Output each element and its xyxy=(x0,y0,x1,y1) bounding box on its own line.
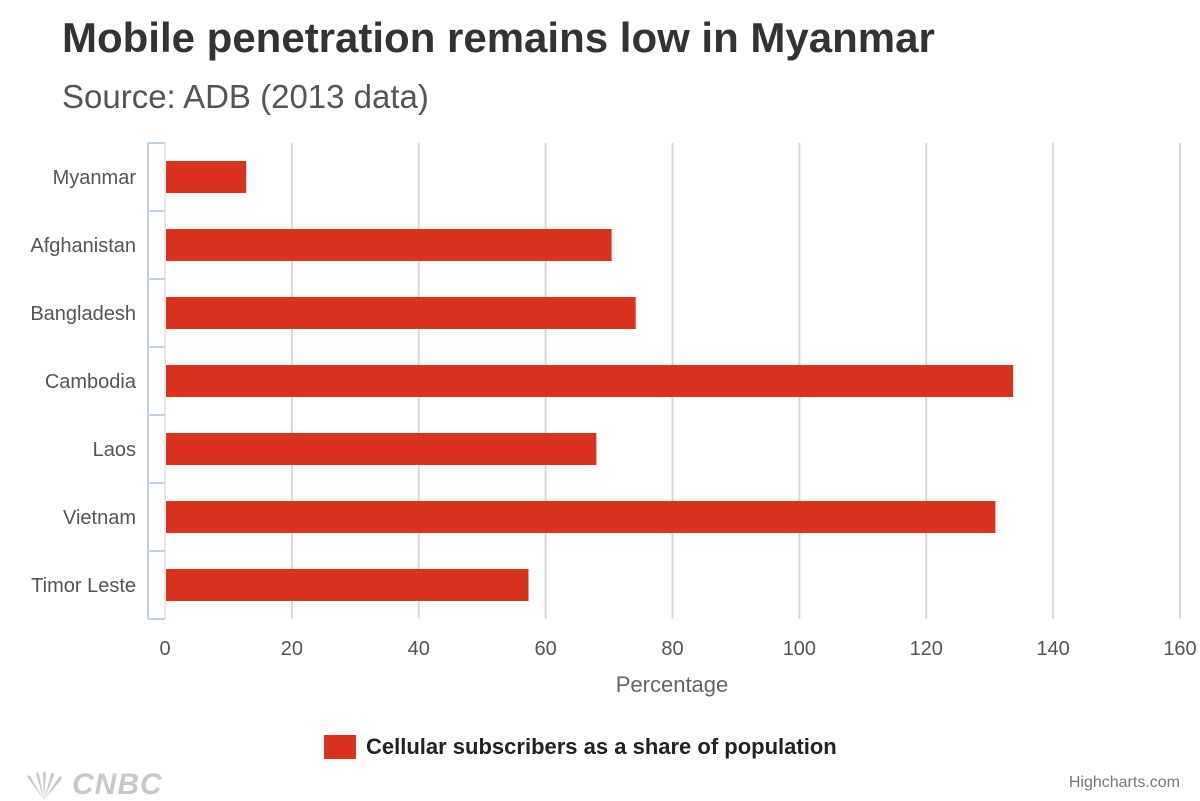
x-tick-label: 160 xyxy=(1163,638,1196,660)
category-axis: Myanmar Afghanistan Bangladesh Cambodia Laos… xyxy=(30,142,166,620)
chart-title: Mobile penetration remains low in Myanma… xyxy=(62,14,935,61)
bar-afghanistan[interactable] xyxy=(166,229,612,261)
x-tick-label: 0 xyxy=(159,638,170,660)
bar-vietnam[interactable] xyxy=(166,501,996,533)
category-label: Cambodia xyxy=(45,371,137,393)
x-tick-label: 40 xyxy=(408,638,430,660)
highcharts-credits[interactable]: Highcharts.com xyxy=(1068,774,1180,791)
chart-subtitle: Source: ADB (2013 data) xyxy=(62,78,429,115)
x-tick-label: 80 xyxy=(661,638,683,660)
category-label: Timor Leste xyxy=(31,575,136,597)
bar-myanmar[interactable] xyxy=(166,161,247,193)
bar-laos[interactable] xyxy=(166,433,597,465)
bar-bangladesh[interactable] xyxy=(166,297,636,329)
bar-timor-leste[interactable] xyxy=(166,569,529,601)
category-label: Laos xyxy=(93,439,136,461)
category-label: Bangladesh xyxy=(30,303,136,325)
x-tick-label: 140 xyxy=(1036,638,1069,660)
x-tick-label: 100 xyxy=(783,638,816,660)
legend-label: Cellular subscribers as a share of popul… xyxy=(366,734,837,759)
peacock-icon xyxy=(27,772,62,800)
x-axis-title: Percentage xyxy=(616,672,729,697)
bars xyxy=(166,161,1014,601)
legend[interactable]: Cellular subscribers as a share of popul… xyxy=(324,734,837,760)
logo-text: CNBC xyxy=(72,768,163,801)
category-label: Vietnam xyxy=(63,507,136,529)
bar-cambodia[interactable] xyxy=(166,365,1014,397)
cnbc-logo: CNBC xyxy=(22,770,163,800)
x-tick-label: 20 xyxy=(281,638,303,660)
category-label: Myanmar xyxy=(53,167,137,189)
category-label: Afghanistan xyxy=(30,235,136,257)
x-tick-label: 120 xyxy=(910,638,943,660)
legend-swatch xyxy=(324,735,356,759)
x-tick-label: 60 xyxy=(535,638,557,660)
value-axis-ticks: 0 20 40 60 80 100 120 140 160 xyxy=(159,638,1196,660)
